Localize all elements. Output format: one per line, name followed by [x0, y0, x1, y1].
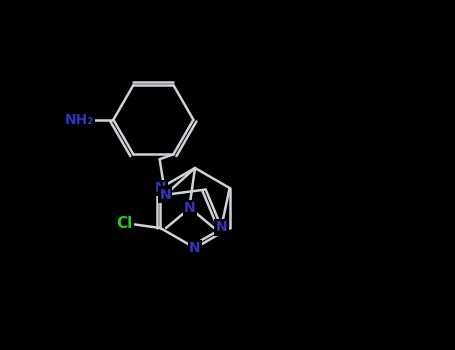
Text: N: N: [184, 201, 196, 215]
Text: N: N: [159, 188, 171, 202]
Text: Cl: Cl: [116, 217, 132, 231]
Text: NH₂: NH₂: [65, 113, 94, 127]
Text: N: N: [216, 220, 227, 234]
Text: N: N: [155, 181, 166, 195]
Text: N: N: [189, 241, 201, 255]
